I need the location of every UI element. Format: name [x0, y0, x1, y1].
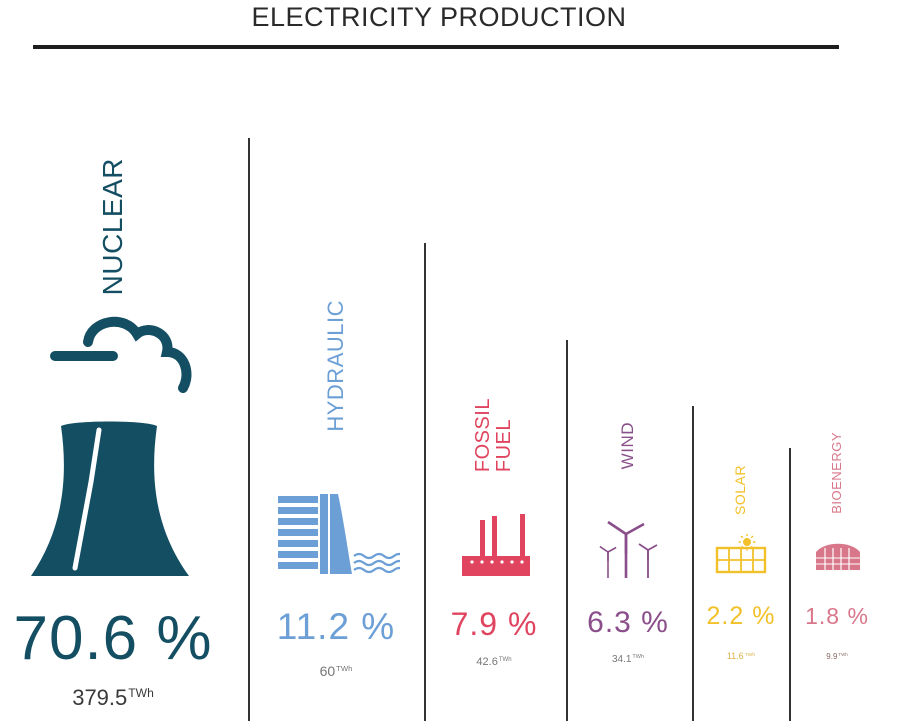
column-separator — [692, 406, 694, 721]
category-label-fossil-fuel: FOSSIL FUEL — [472, 398, 515, 473]
percent-label-hydraulic: 11.2 % — [276, 606, 396, 647]
percent-label-fossil-fuel: 7.9 % — [450, 606, 538, 642]
value-number: 11.6 — [726, 651, 744, 661]
unit-label: TWh — [128, 685, 154, 700]
unit-label: TWh — [744, 652, 756, 658]
category-label-bioenergy: BIOENERGY — [828, 432, 844, 514]
column-separator — [424, 243, 426, 721]
percent-label-solar: 2.2 % — [706, 602, 776, 630]
percent-label-bioenergy: 1.8 % — [805, 603, 869, 629]
category-label-hydraulic: HYDRAULIC — [322, 300, 348, 432]
dam-icon — [278, 494, 400, 574]
value-label-solar: 11.6TWh — [661, 651, 821, 661]
value-label-hydraulic: 60TWh — [256, 663, 416, 679]
title-rule — [33, 45, 839, 49]
value-label-wind: 34.1TWh — [548, 654, 708, 665]
percent-label-wind: 6.3 % — [587, 606, 669, 639]
value-label-nuclear: 379.5TWh — [33, 685, 193, 711]
unit-label: TWh — [336, 663, 353, 673]
value-number: 9.9 — [826, 652, 838, 662]
value-number: 42.6 — [476, 656, 498, 668]
value-number: 60 — [319, 663, 336, 679]
factory-icon — [462, 514, 530, 576]
column-separator — [248, 138, 250, 721]
category-label-wind: WIND — [617, 422, 637, 470]
wind-turbine-icon — [599, 520, 658, 578]
value-number: 34.1 — [611, 654, 632, 665]
bioenergy-icon — [816, 543, 860, 570]
solar-panel-icon — [715, 534, 767, 574]
value-label-fossil-fuel: 42.6TWh — [414, 656, 574, 668]
category-label-nuclear: NUCLEAR — [96, 158, 128, 296]
column-separator — [566, 340, 568, 721]
category-label-solar: SOLAR — [732, 465, 749, 515]
unit-label: TWh — [498, 656, 512, 663]
value-label-bioenergy: 9.9TWh — [757, 652, 900, 661]
chart-title: ELECTRICITY PRODUCTION — [251, 2, 627, 32]
unit-label: TWh — [632, 654, 645, 661]
cooling-tower-icon — [31, 316, 192, 576]
column-separator — [789, 448, 791, 721]
unit-label: TWh — [838, 652, 848, 657]
value-number: 379.5 — [72, 685, 128, 710]
percent-label-nuclear: 70.6 % — [13, 604, 213, 673]
